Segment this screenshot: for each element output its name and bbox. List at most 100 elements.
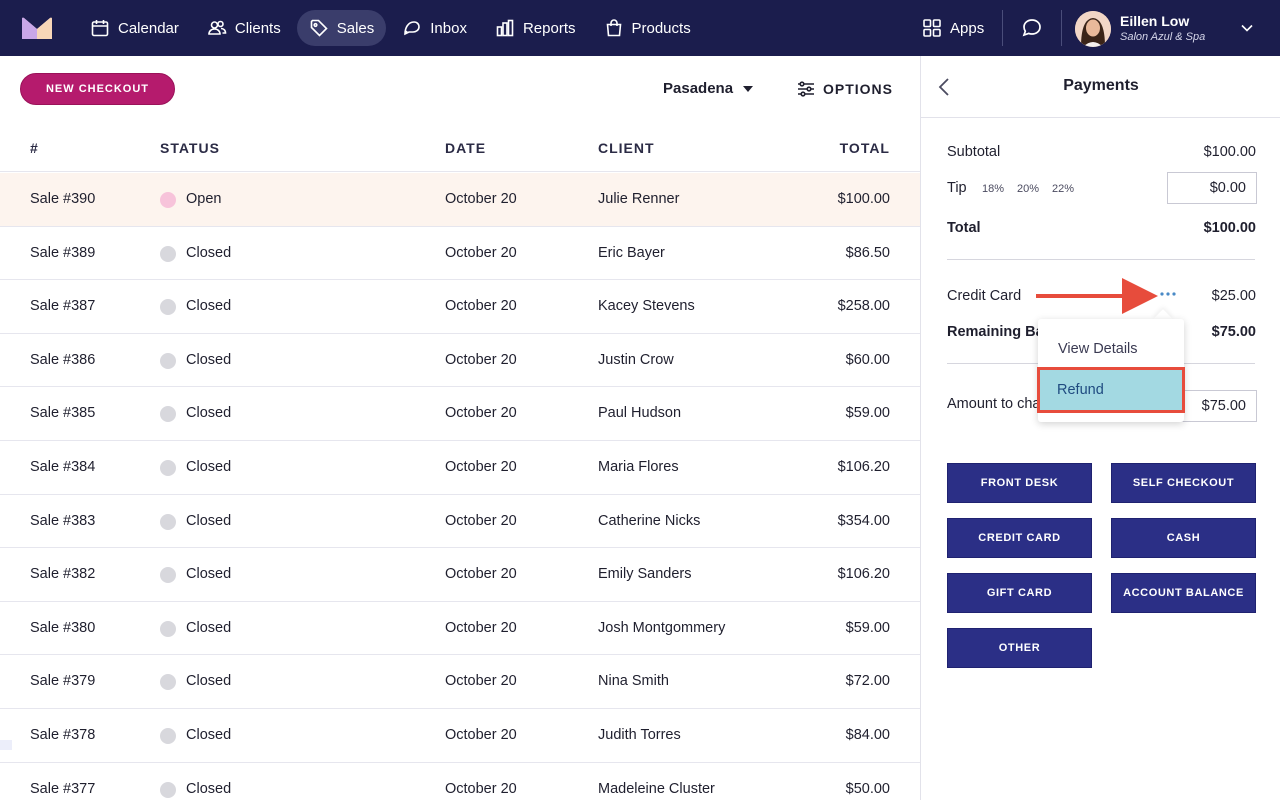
bar-chart-icon — [496, 19, 514, 37]
table-row[interactable]: Sale #380 Closed October 20 Josh Montgom… — [0, 602, 920, 656]
table-row[interactable]: Sale #384 Closed October 20 Maria Flores… — [0, 441, 920, 495]
nav-clients[interactable]: Clients — [195, 10, 293, 46]
nav-reports-label: Reports — [522, 19, 576, 37]
refund-menu-item[interactable]: Refund — [1037, 367, 1185, 413]
cash-button[interactable]: CASH — [1111, 518, 1256, 558]
tip-18-option[interactable]: 18% — [982, 183, 1005, 195]
nav-divider — [1061, 10, 1062, 46]
nav-products[interactable]: Products — [592, 10, 703, 46]
sale-number: Sale #383 — [30, 512, 96, 529]
tip-label: Tip — [947, 180, 967, 196]
sliders-icon — [798, 81, 814, 97]
sale-client: Nina Smith — [598, 673, 669, 690]
sale-client: Justin Crow — [598, 351, 674, 368]
sale-status: Closed — [186, 780, 232, 797]
remaining-balance-value: $75.00 — [1211, 324, 1256, 340]
table-row[interactable]: Sale #386 Closed October 20 Justin Crow … — [0, 334, 920, 388]
table-row[interactable]: Sale #379 Closed October 20 Nina Smith $… — [0, 655, 920, 709]
nav-inbox-label: Inbox — [430, 19, 467, 37]
credit-card-button[interactable]: CREDIT CARD — [947, 518, 1092, 558]
tip-20-option[interactable]: 20% — [1017, 183, 1040, 195]
shopping-bag-icon — [606, 19, 621, 37]
options-label: OPTIONS — [823, 81, 894, 97]
header-date[interactable]: DATE — [445, 140, 487, 156]
location-select[interactable]: Pasadena — [663, 80, 754, 97]
top-navigation: Calendar Clients Sales Inbox Reports Pro… — [0, 0, 1280, 56]
chat-icon[interactable] — [1020, 16, 1044, 40]
options-button[interactable]: OPTIONS — [797, 80, 893, 98]
sale-client: Julie Renner — [598, 191, 680, 207]
sale-number: Sale #385 — [30, 405, 96, 422]
sale-client: Kacey Stevens — [598, 298, 695, 315]
header-total[interactable]: TOTAL — [839, 140, 890, 156]
sale-total: $100.00 — [837, 191, 890, 207]
status-dot — [160, 192, 176, 208]
other-button[interactable]: OTHER — [947, 628, 1092, 668]
sale-client: Eric Bayer — [598, 244, 665, 261]
nav-sales[interactable]: Sales — [296, 10, 387, 46]
sale-number: Sale #390 — [30, 191, 96, 207]
nav-reports[interactable]: Reports — [483, 10, 588, 46]
tip-22-option[interactable]: 22% — [1052, 183, 1075, 195]
gift-card-button[interactable]: GIFT CARD — [947, 573, 1092, 613]
sale-status: Closed — [186, 458, 232, 475]
sale-number: Sale #386 — [30, 351, 96, 368]
user-avatar[interactable] — [1075, 11, 1111, 47]
table-row[interactable]: Sale #385 Closed October 20 Paul Hudson … — [0, 387, 920, 441]
chevron-down-icon[interactable] — [1240, 22, 1254, 34]
total-value: $100.00 — [1203, 220, 1256, 236]
sale-status: Closed — [186, 619, 232, 636]
payment-options-menu: View Details Refund — [1037, 319, 1185, 422]
sale-status: Closed — [186, 244, 232, 261]
new-checkout-button[interactable]: NEW CHECKOUT — [20, 73, 175, 105]
location-label: Pasadena — [663, 80, 734, 97]
sale-number: Sale #380 — [30, 619, 96, 636]
sale-date: October 20 — [445, 512, 517, 529]
annotation-arrow-icon — [1036, 278, 1158, 314]
divider — [947, 259, 1255, 260]
table-row[interactable]: Sale #390 Open October 20 Julie Renner $… — [0, 173, 920, 227]
sale-number: Sale #387 — [30, 298, 96, 315]
sale-date: October 20 — [445, 351, 517, 368]
sale-client: Madeleine Cluster — [598, 780, 715, 797]
status-dot — [160, 567, 176, 584]
status-dot — [160, 513, 176, 530]
sale-total: $59.00 — [845, 619, 890, 636]
more-options-icon[interactable] — [1159, 289, 1177, 299]
header-status[interactable]: STATUS — [160, 140, 220, 156]
table-header: # STATUS DATE CLIENT TOTAL — [0, 122, 920, 172]
sale-status: Closed — [186, 566, 232, 583]
sale-date: October 20 — [445, 673, 517, 690]
table-row[interactable]: Sale #377 Closed October 20 Madeleine Cl… — [0, 763, 920, 800]
user-business: Salon Azul & Spa — [1120, 31, 1206, 43]
apps-label: Apps — [950, 19, 985, 37]
nav-inbox[interactable]: Inbox — [390, 10, 479, 46]
caret-down-icon — [743, 85, 754, 92]
front-desk-button[interactable]: FRONT DESK — [947, 463, 1092, 503]
self-checkout-button[interactable]: SELF CHECKOUT — [1111, 463, 1256, 503]
sale-date: October 20 — [445, 191, 517, 207]
table-row[interactable]: Sale #378 Closed October 20 Judith Torre… — [0, 709, 920, 763]
view-details-menu-item[interactable]: View Details — [1058, 341, 1138, 357]
nav-sales-label: Sales — [336, 19, 375, 37]
payments-panel: Payments Subtotal $100.00 Tip 18% 20% 22… — [920, 56, 1280, 800]
sale-client: Judith Torres — [598, 726, 681, 743]
app-logo[interactable] — [22, 17, 52, 39]
scroll-marker — [0, 740, 12, 750]
table-row[interactable]: Sale #383 Closed October 20 Catherine Ni… — [0, 495, 920, 549]
chevron-left-icon[interactable] — [937, 77, 951, 97]
nav-calendar[interactable]: Calendar — [78, 10, 191, 46]
grid-icon — [923, 19, 941, 37]
sale-number: Sale #389 — [30, 244, 96, 261]
table-row[interactable]: Sale #387 Closed October 20 Kacey Steven… — [0, 280, 920, 334]
account-balance-button[interactable]: ACCOUNT BALANCE — [1111, 573, 1256, 613]
sale-total: $60.00 — [845, 351, 890, 368]
header-client[interactable]: CLIENT — [598, 140, 655, 156]
table-row[interactable]: Sale #382 Closed October 20 Emily Sander… — [0, 548, 920, 602]
apps-button[interactable]: Apps — [914, 10, 992, 46]
tip-input[interactable] — [1167, 172, 1257, 204]
header-number[interactable]: # — [30, 140, 39, 156]
table-row[interactable]: Sale #389 Closed October 20 Eric Bayer $… — [0, 227, 920, 281]
sale-client: Catherine Nicks — [598, 512, 701, 529]
nav-products-label: Products — [631, 19, 691, 37]
